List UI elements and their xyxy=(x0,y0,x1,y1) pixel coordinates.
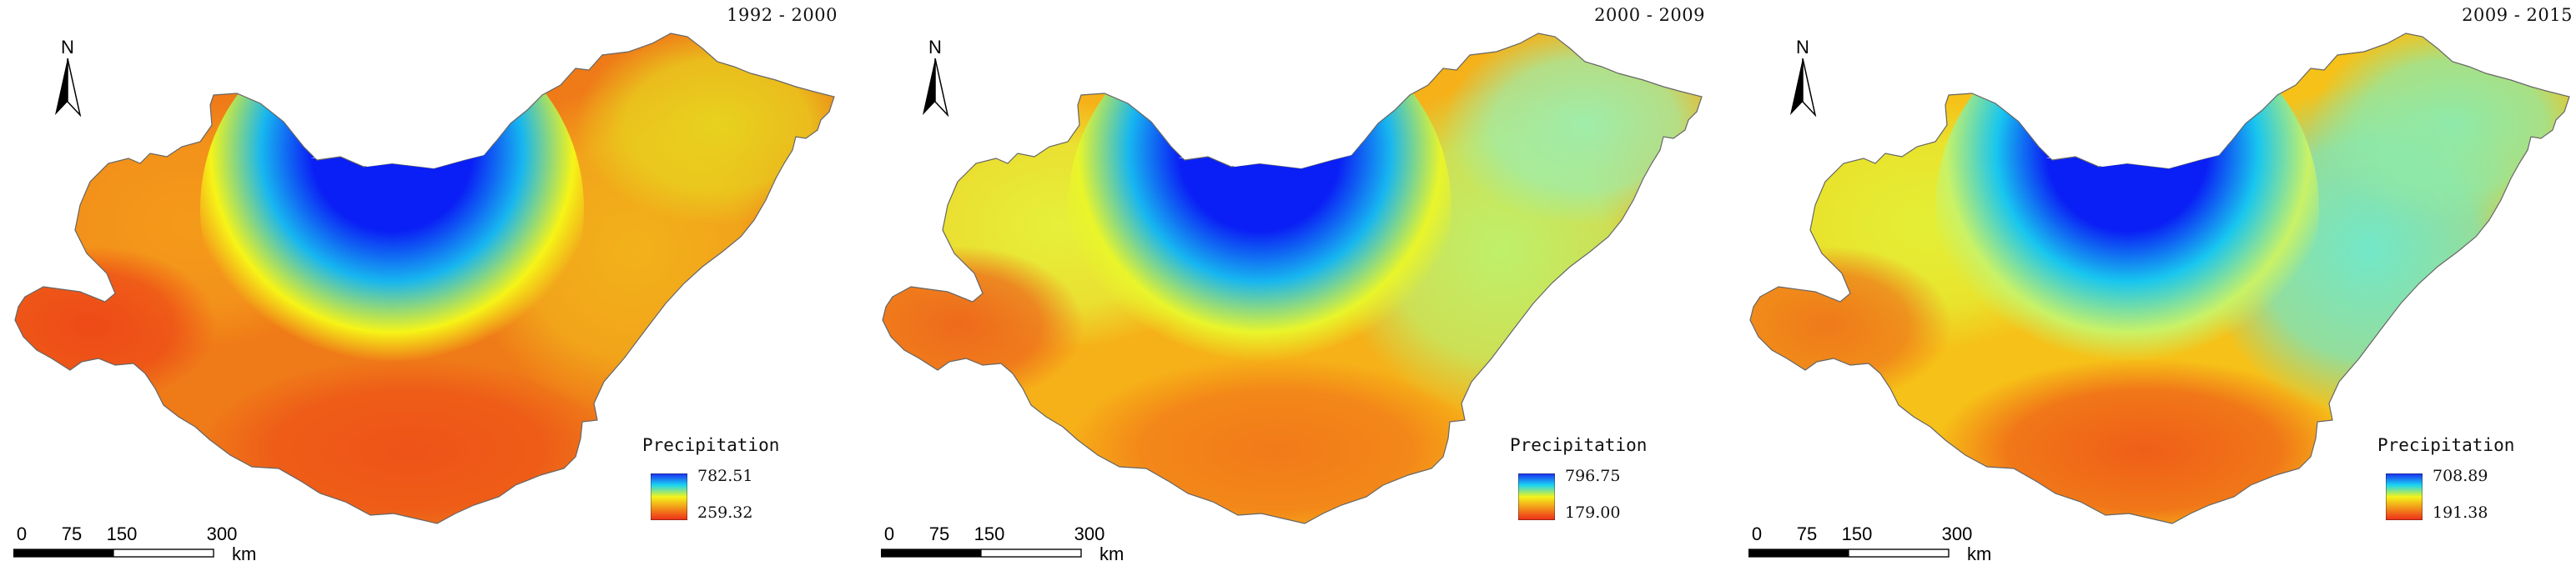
legend: Precipitation 708.89 191.38 xyxy=(2377,435,2576,527)
north-arrow-icon xyxy=(1790,58,1817,117)
scale-unit: km xyxy=(1967,543,1992,564)
map-panel-2: 2000 - 2009 N Precipitation 796.75 179.0… xyxy=(868,0,1735,571)
north-arrow: N xyxy=(47,37,88,117)
legend-title: Precipitation xyxy=(2377,435,2515,455)
scale-bar: 0 75 150 300 km xyxy=(881,523,1198,567)
north-letter: N xyxy=(928,37,942,58)
precipitation-map xyxy=(1749,33,2570,524)
north-arrow: N xyxy=(1782,37,1824,117)
legend-max-value: 796.75 xyxy=(1565,467,1621,485)
period-label: 1992 - 2000 xyxy=(727,5,838,25)
scale-unit: km xyxy=(1099,543,1124,564)
scale-tick: 75 xyxy=(61,523,83,544)
precipitation-map xyxy=(882,33,1703,524)
scale-tick: 300 xyxy=(1941,523,1973,544)
legend-color-ramp xyxy=(2386,473,2423,520)
scale-tick: 75 xyxy=(928,523,950,544)
legend-min-value: 179.00 xyxy=(1565,503,1621,522)
legend-min-value: 191.38 xyxy=(2433,503,2488,522)
period-label: 2009 - 2015 xyxy=(2462,5,2573,25)
legend-color-ramp xyxy=(651,473,687,520)
scale-bar: 0 75 150 300 km xyxy=(1748,523,2065,567)
scale-tick: 75 xyxy=(1796,523,1818,544)
scale-bar-graphic xyxy=(13,548,214,558)
legend-max-value: 708.89 xyxy=(2433,467,2488,485)
north-arrow-icon xyxy=(923,58,949,117)
map-panel-1: 1992 - 2000 N Precipitation 782.51 259.3… xyxy=(0,0,868,571)
north-letter: N xyxy=(1796,37,1809,58)
north-arrow: N xyxy=(914,37,956,117)
legend-max-value: 782.51 xyxy=(697,467,753,485)
scale-tick: 0 xyxy=(883,523,895,544)
scale-tick: 0 xyxy=(16,523,28,544)
scale-bar-graphic xyxy=(1748,548,1950,558)
scale-tick: 300 xyxy=(1074,523,1105,544)
scale-tick: 150 xyxy=(1841,523,1873,544)
scale-tick: 0 xyxy=(1751,523,1763,544)
legend-title: Precipitation xyxy=(642,435,780,455)
north-letter: N xyxy=(61,37,74,58)
scale-bar-graphic xyxy=(881,548,1082,558)
legend-color-ramp xyxy=(1518,473,1555,520)
scale-tick: 150 xyxy=(974,523,1005,544)
scale-unit: km xyxy=(232,543,257,564)
legend-title: Precipitation xyxy=(1510,435,1648,455)
north-arrow-icon xyxy=(55,58,82,117)
scale-tick: 150 xyxy=(106,523,138,544)
legend: Precipitation 782.51 259.32 xyxy=(642,435,859,527)
legend: Precipitation 796.75 179.00 xyxy=(1510,435,1727,527)
scale-bar: 0 75 150 300 km xyxy=(13,523,330,567)
precipitation-map xyxy=(14,33,835,524)
map-panel-3: 2009 - 2015 N Precipitation 708.89 191.3… xyxy=(1735,0,2576,571)
legend-min-value: 259.32 xyxy=(697,503,753,522)
period-label: 2000 - 2009 xyxy=(1594,5,1705,25)
scale-tick: 300 xyxy=(206,523,238,544)
